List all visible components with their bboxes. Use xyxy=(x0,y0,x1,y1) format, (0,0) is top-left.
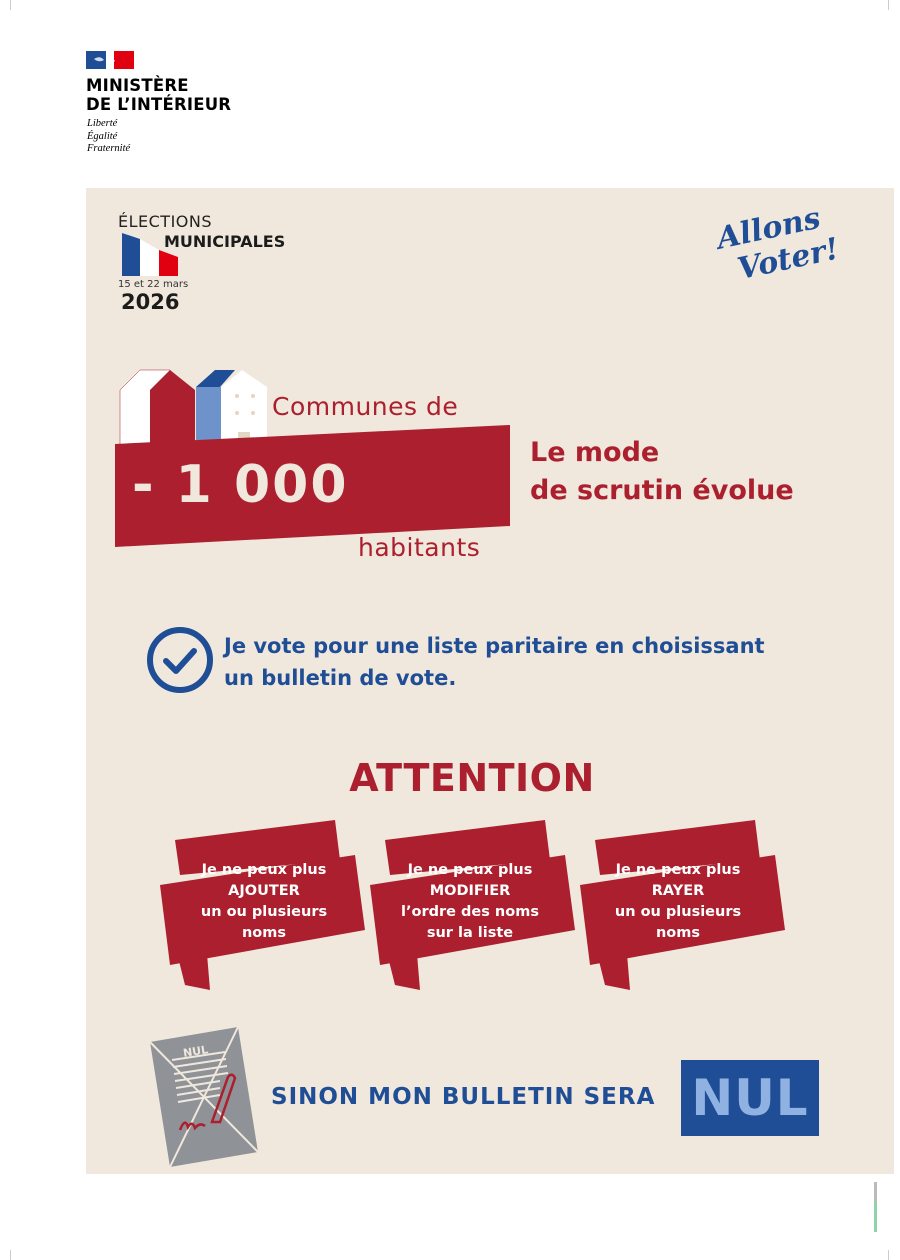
ministry-line2: DE L’INTÉRIEUR xyxy=(86,95,232,114)
headline: Le mode de scrutin évolue xyxy=(530,434,794,510)
rule-modifier: Je ne peux plus MODIFIER l’ordre des nom… xyxy=(370,860,570,944)
rule-rayer: Je ne peux plus RAYER un ou plusieurs no… xyxy=(578,860,778,944)
crop-mark xyxy=(10,1250,11,1260)
rule-ajouter: Je ne peux plus AJOUTER un ou plusieurs … xyxy=(164,860,364,944)
vote-statement: Je vote pour une liste paritaire en choi… xyxy=(224,630,765,694)
print-mark xyxy=(874,1182,877,1232)
ribbon-shape xyxy=(370,820,575,990)
crop-mark xyxy=(888,0,889,10)
motto-egalite: Égalité xyxy=(87,130,118,142)
ribbon-shape xyxy=(580,820,785,990)
attention-heading: ATTENTION xyxy=(349,756,595,800)
red-band xyxy=(115,425,510,547)
rule-line: Je ne peux plus xyxy=(615,862,741,878)
crop-mark xyxy=(888,1250,889,1260)
ministry-name: MINISTÈRE DE L’INTÉRIEUR xyxy=(86,76,231,114)
ribbon-shape xyxy=(160,820,365,990)
rule-line: noms xyxy=(241,925,287,941)
rule-line: sur la liste xyxy=(426,925,514,941)
motto-liberte: Liberté xyxy=(87,118,118,129)
warning-text: SINON MON BULLETIN SERA xyxy=(271,1084,656,1110)
elections-label: ÉLECTIONS xyxy=(118,212,213,231)
election-dates: 15 et 22 mars xyxy=(118,279,189,290)
election-year: 2026 xyxy=(121,290,180,314)
communes-prefix: Communes de xyxy=(272,392,459,421)
rule-line: MODIFIER xyxy=(429,883,511,899)
crop-mark xyxy=(10,0,11,10)
rule-line: un ou plusieurs xyxy=(614,904,742,920)
rule-line: Je ne peux plus xyxy=(201,862,327,878)
nul-badge: NUL xyxy=(681,1060,819,1136)
municipales-label: MUNICIPALES xyxy=(164,232,286,251)
rule-line: AJOUTER xyxy=(228,883,300,899)
rule-line: RAYER xyxy=(651,883,705,899)
ministry-line1: MINISTÈRE xyxy=(86,76,189,95)
headline-line1: Le mode xyxy=(530,437,660,468)
rule-line: noms xyxy=(655,925,701,941)
vote-line1: Je vote pour une liste paritaire en choi… xyxy=(224,634,765,658)
population-threshold: - 1 000 xyxy=(132,455,349,515)
rule-line: un ou plusieurs xyxy=(200,904,328,920)
vote-line2: un bulletin de vote. xyxy=(224,666,457,690)
houses-banner xyxy=(115,369,510,547)
rule-line: Je ne peux plus xyxy=(407,862,533,878)
content-panel xyxy=(86,188,894,1174)
communes-suffix: habitants xyxy=(358,533,481,562)
check-circle-icon xyxy=(147,627,213,693)
marianne-logo xyxy=(86,51,134,69)
motto: Liberté Égalité Fraternité xyxy=(87,118,130,156)
crossed-ballot-icon xyxy=(149,1026,259,1168)
rule-line: l’ordre des noms xyxy=(401,904,539,920)
headline-line2: de scrutin évolue xyxy=(530,475,794,506)
motto-fraternite: Fraternité xyxy=(87,143,131,154)
french-flag xyxy=(122,233,178,276)
